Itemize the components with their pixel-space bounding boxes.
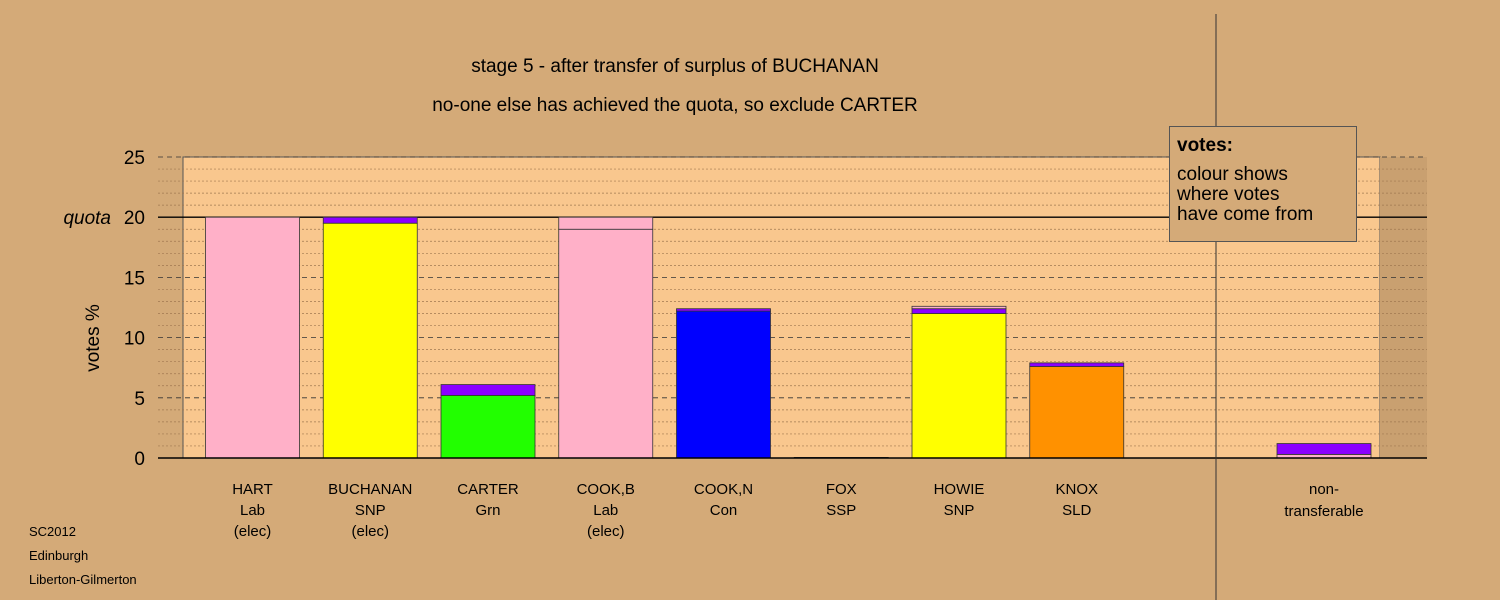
label-hart-party: Lab [240,502,265,519]
label-buchanan-name: BUCHANAN [328,481,412,498]
label-nontransferable-line-2: transferable [1284,503,1363,520]
bar-knox-segment-2 [1029,362,1125,367]
bar-carter-segment-2 [440,384,536,396]
label-fox-name: FOX [826,481,857,498]
bar-buchanan-segment-2 [322,216,418,224]
label-hart-name: HART [232,481,273,498]
legend-line-2: where votes [1177,184,1280,205]
label-cookn-party: Con [710,502,738,519]
legend-title: votes: [1177,135,1233,156]
chart-title: stage 5 - after transfer of surplus of B… [471,56,879,77]
bar-carter-segment-1 [440,394,536,459]
label-buchanan-status: (elec) [351,523,389,540]
label-buchanan-party: SNP [355,502,386,519]
y-tick-10: 10 [124,329,145,350]
bar-howie-segment-1 [911,313,1007,459]
label-cookb-party: Lab [593,502,618,519]
bar-howie-segment-2 [911,308,1007,314]
right-shaded-area [1380,157,1427,458]
bar-buchanan-segment-1 [322,222,418,459]
y-axis-ticks: 0 5 10 15 20 25 [124,148,145,470]
label-howie-party: SNP [944,502,975,519]
footer-ward: Liberton-Gilmerton [29,572,137,587]
y-axis-label: votes % [83,304,104,372]
label-nontransferable-line-1: non- [1309,481,1339,498]
bar-howie-segment-3 [911,305,1007,310]
label-hart-status: (elec) [234,523,272,540]
y-tick-0: 0 [134,449,145,470]
label-carter-name: CARTER [457,481,519,498]
bar-cookb-segment-2 [558,216,654,230]
label-knox-party: SLD [1062,502,1091,519]
bar-cookn-segment-2 [676,308,771,312]
bar-cookn-segment-1 [676,310,771,459]
y-tick-20: 20 [124,208,145,229]
chart-subtitle: no-one else has achieved the quota, so e… [432,95,918,116]
bars [205,216,1372,459]
y-tick-25: 25 [124,148,145,169]
quota-label: quota [63,208,111,229]
legend-line-3: have come from [1177,204,1314,225]
label-cookb-status: (elec) [587,523,625,540]
y-tick-5: 5 [134,389,145,410]
label-cookn-name: COOK,N [694,481,753,498]
bar-nontransferable-segment-2 [1276,443,1372,455]
y-tick-15: 15 [124,268,145,289]
legend: votes: colour shows where votes have com… [1169,126,1357,242]
bar-hart-segment-1 [205,216,300,459]
bar-knox-segment-1 [1029,366,1125,459]
legend-line-1: colour shows [1177,164,1288,185]
label-cookb-name: COOK,B [577,481,635,498]
label-carter-party: Grn [475,502,500,519]
label-howie-name: HOWIE [934,481,985,498]
label-fox-party: SSP [826,502,856,519]
footer-code: SC2012 [29,524,76,539]
candidate-labels: HART Lab (elec) BUCHANAN SNP (elec) CARTER Grn C… [232,481,1363,540]
footer-council: Edinburgh [29,548,88,563]
bar-cookb-segment-1 [558,228,654,459]
label-knox-name: KNOX [1055,481,1098,498]
